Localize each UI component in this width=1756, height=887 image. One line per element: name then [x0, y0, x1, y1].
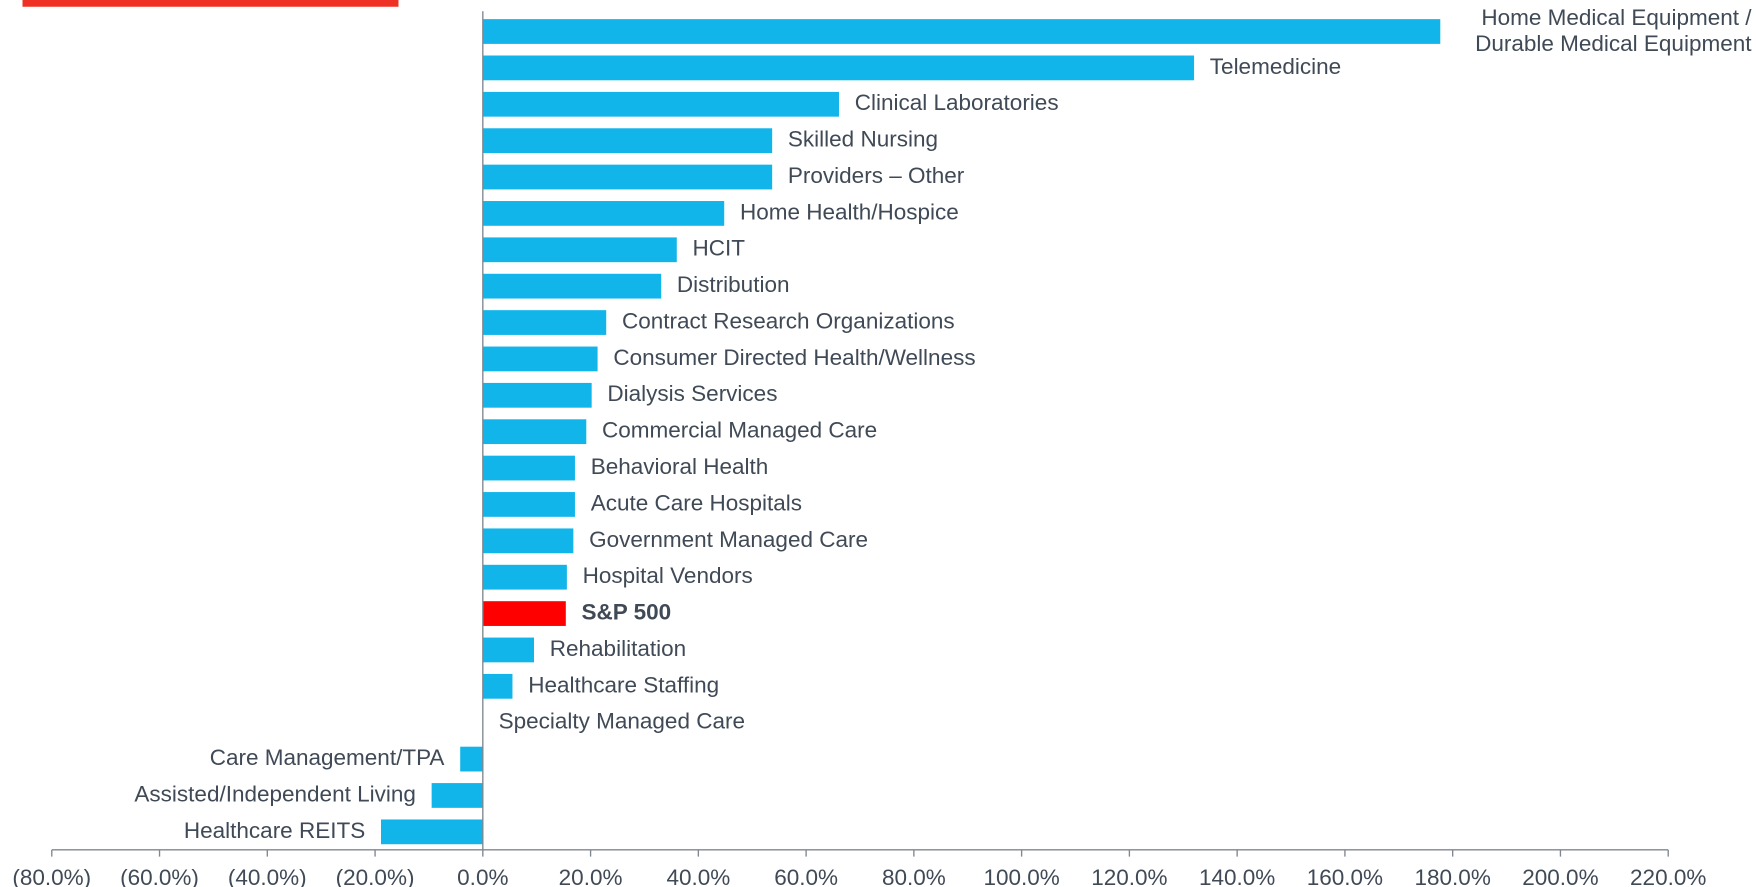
- bar-label: Care Management/TPA: [210, 745, 445, 770]
- bar-label: Home Medical Equipment / Durable Medical …: [1475, 5, 1752, 56]
- bar: [482, 601, 566, 626]
- bar-label: Consumer Directed Health/Wellness: [613, 345, 975, 370]
- bar-label: S&P 500: [582, 600, 672, 625]
- bar: [460, 746, 483, 772]
- bar-label: Dialysis Services: [607, 381, 777, 406]
- bar: [482, 673, 513, 699]
- bar-label: Skilled Nursing: [788, 127, 938, 152]
- bar-label: Contract Research Organizations: [622, 308, 955, 333]
- bar: [482, 455, 575, 481]
- x-tick-label: 140.0%: [1199, 865, 1275, 887]
- bar-label: Clinical Laboratories: [855, 90, 1059, 115]
- bar: [482, 637, 535, 663]
- x-tick-label: 200.0%: [1522, 865, 1598, 887]
- bar: [482, 310, 607, 335]
- x-tick-label: (40.0%): [228, 865, 307, 887]
- bar: [482, 91, 839, 117]
- bar-label: Government Managed Care: [589, 527, 868, 552]
- header-accent: [22, 0, 399, 7]
- x-tick-label: 220.0%: [1630, 865, 1706, 887]
- bar-label: Specialty Managed Care: [499, 709, 745, 734]
- bar-label: Acute Care Hospitals: [591, 490, 802, 515]
- x-tick-label: 100.0%: [983, 865, 1059, 887]
- bar: [482, 528, 574, 554]
- bar: [482, 201, 725, 226]
- bar-label: Hospital Vendors: [583, 563, 753, 588]
- bar: [482, 55, 1195, 81]
- x-tick-label: 80.0%: [882, 865, 946, 887]
- x-tick-label: 0.0%: [457, 865, 508, 887]
- x-tick-label: (20.0%): [336, 865, 415, 887]
- bar-label: Providers – Other: [788, 163, 965, 188]
- bar: [482, 164, 773, 190]
- x-tick-label: 160.0%: [1307, 865, 1383, 887]
- bar: [482, 346, 598, 372]
- bar-label: Home Health/Hospice: [740, 199, 959, 224]
- bar: [482, 419, 587, 445]
- bar: [380, 819, 483, 845]
- bar: [482, 273, 662, 299]
- bar: [482, 128, 773, 154]
- bar: [482, 19, 1441, 44]
- x-tick-label: (60.0%): [120, 865, 199, 887]
- x-tick-label: 20.0%: [559, 865, 623, 887]
- x-tick-label: 120.0%: [1091, 865, 1167, 887]
- bar: [482, 492, 575, 517]
- bar-label: Healthcare REITS: [184, 818, 365, 843]
- x-tick-label: (80.0%): [12, 865, 91, 887]
- x-tick-label: 40.0%: [666, 865, 730, 887]
- bar-label: Telemedicine: [1210, 54, 1341, 79]
- bar: [482, 382, 592, 408]
- bar-label: HCIT: [693, 236, 746, 261]
- bar-label: Distribution: [677, 272, 790, 297]
- bar-label: Rehabilitation: [550, 636, 686, 661]
- x-tick-label: 180.0%: [1415, 865, 1491, 887]
- bar: [482, 564, 567, 590]
- bar-label: Commercial Managed Care: [602, 418, 877, 443]
- bar: [482, 237, 677, 263]
- bar-label: Behavioral Health: [591, 454, 769, 479]
- bar-label: Healthcare Staffing: [528, 672, 719, 697]
- bar: [431, 783, 483, 808]
- bar-label: Assisted/Independent Living: [134, 781, 415, 806]
- x-tick-label: 60.0%: [774, 865, 838, 887]
